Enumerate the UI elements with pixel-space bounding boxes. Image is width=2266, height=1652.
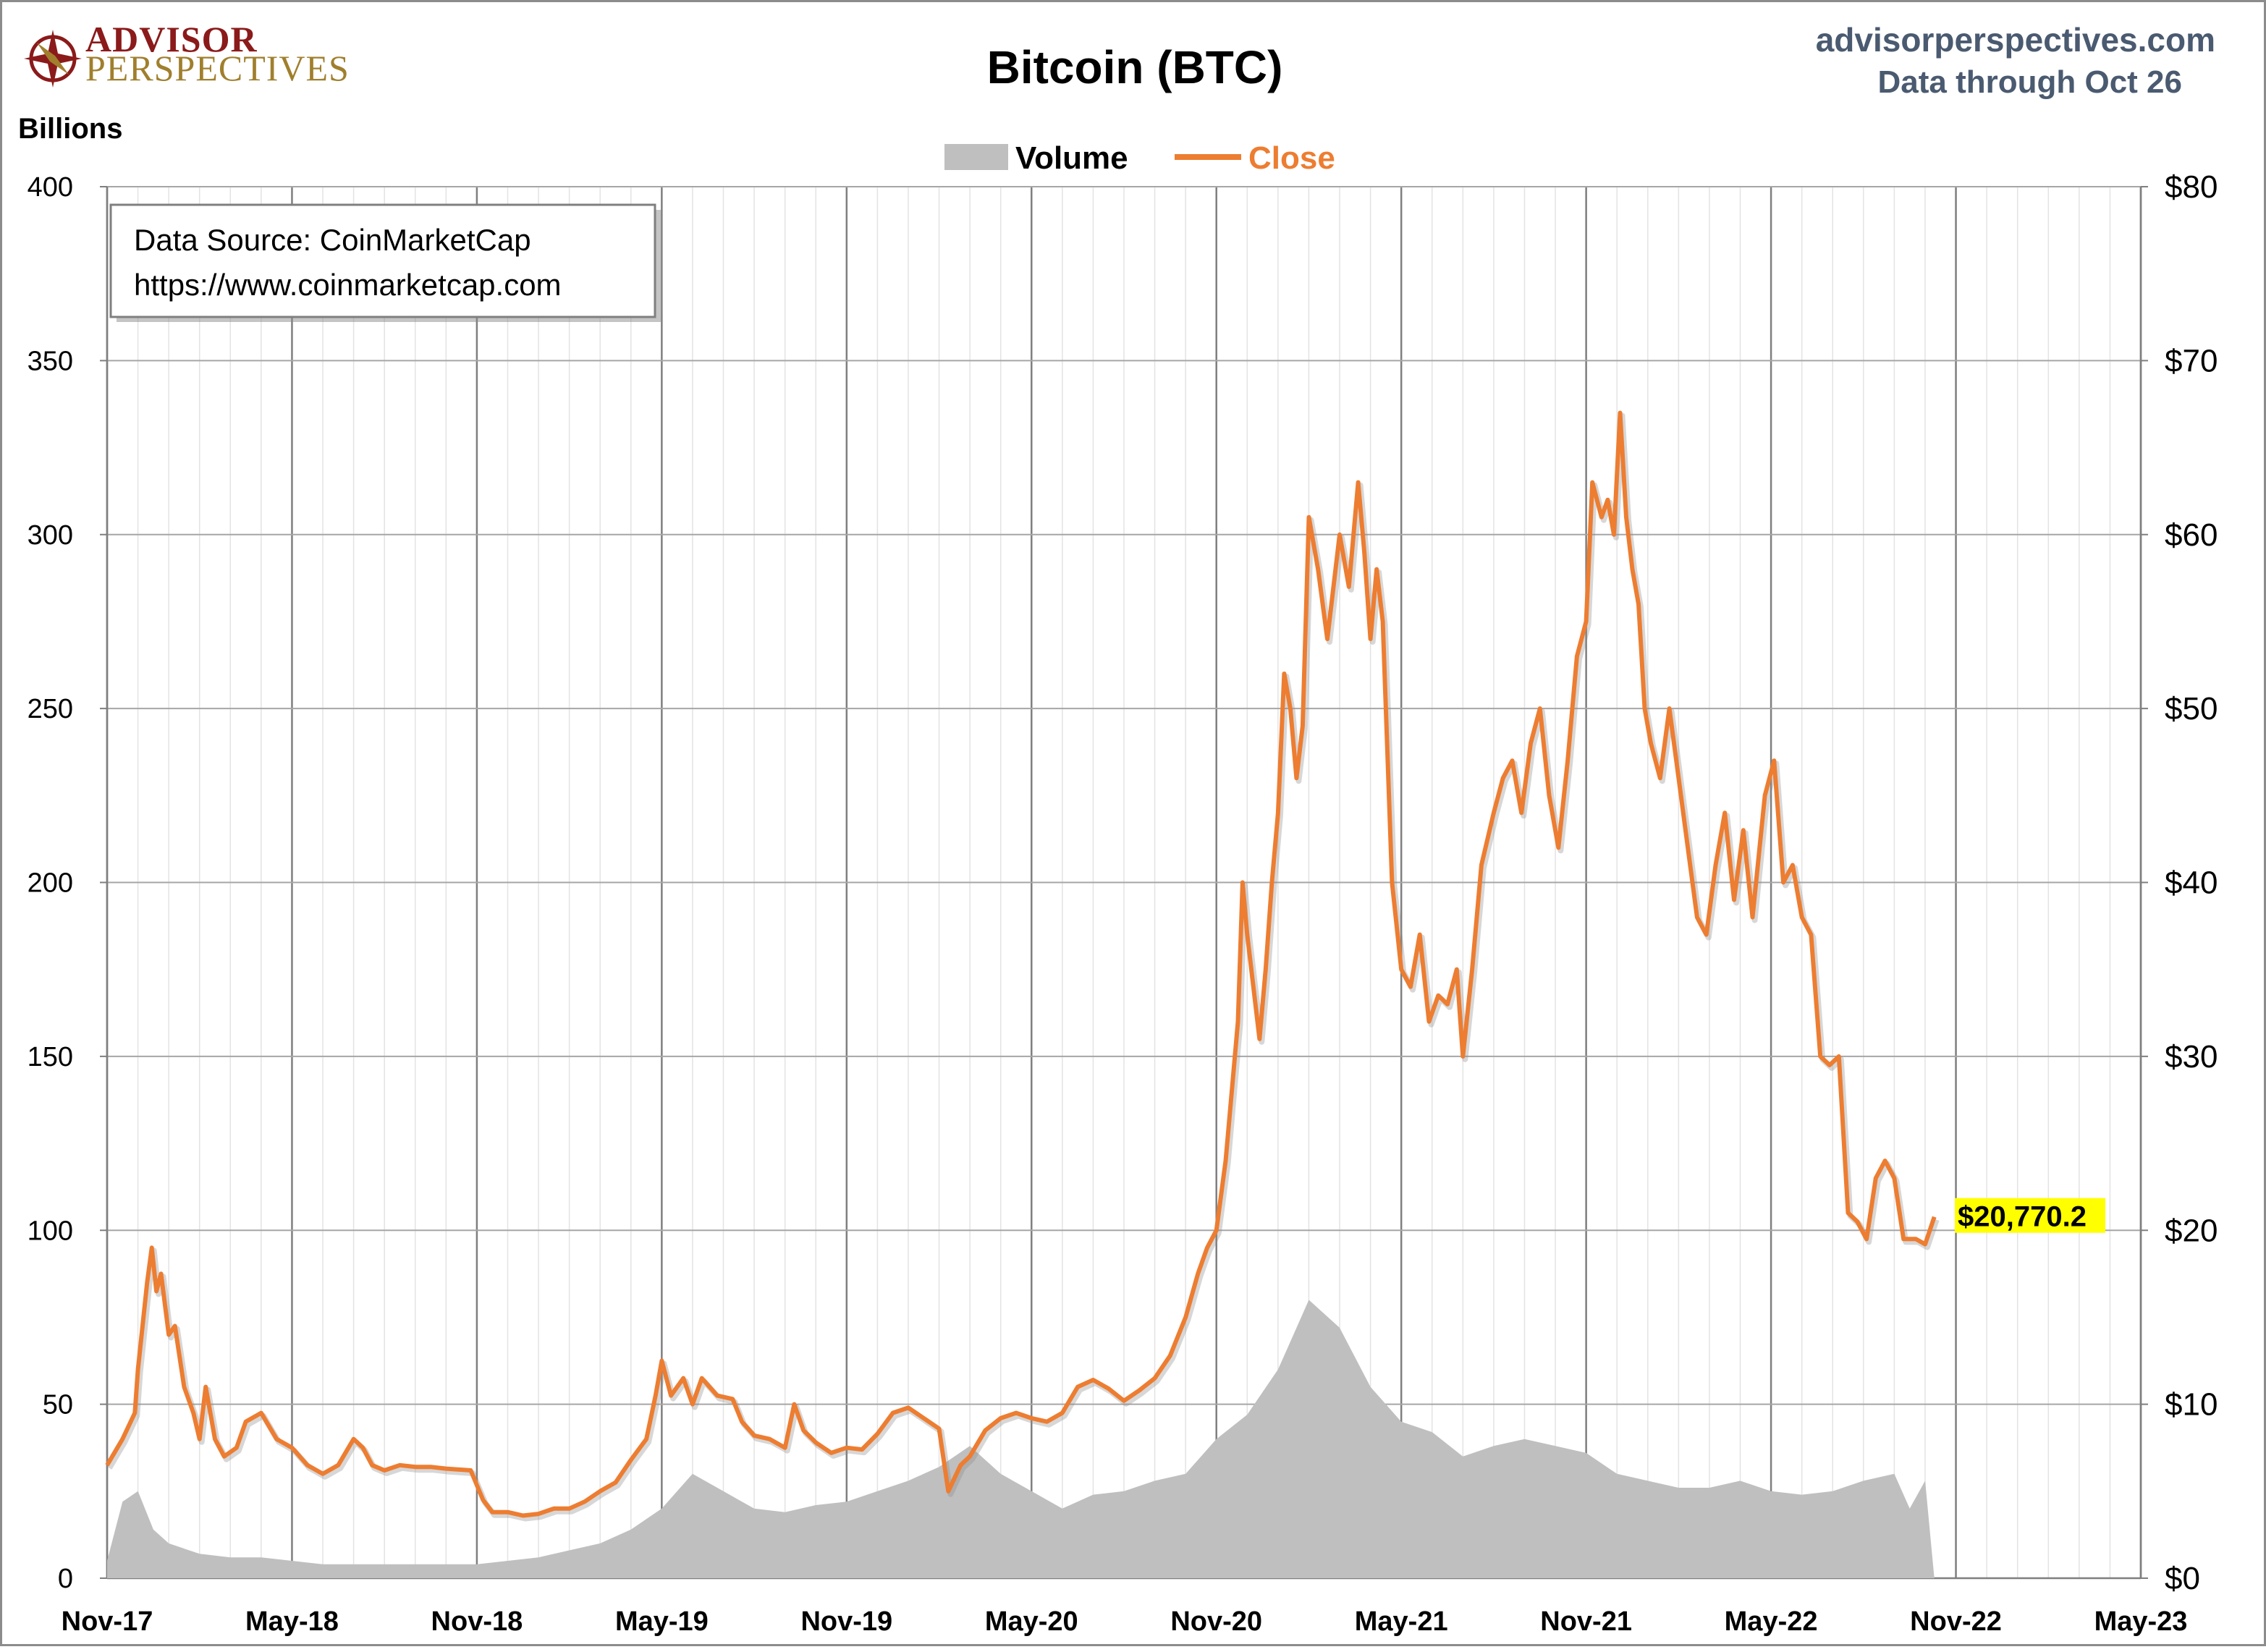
legend-volume-swatch xyxy=(944,144,1008,170)
logo-bottom-text: PERSPECTIVES xyxy=(85,48,350,88)
x-tick-label: May-20 xyxy=(985,1606,1078,1637)
close-line-shadow xyxy=(106,412,1940,1522)
legend-volume-label: Volume xyxy=(1015,140,1128,176)
left-y-tick-label: 300 xyxy=(28,520,73,551)
left-y-tick-label: 100 xyxy=(28,1216,73,1246)
x-tick-label: Nov-18 xyxy=(431,1606,523,1637)
volume-area xyxy=(107,1300,1935,1578)
source-line-1: Data Source: CoinMarketCap xyxy=(134,223,531,257)
right-y-tick-label: $0 xyxy=(2165,1561,2200,1596)
left-y-tick-label: 50 xyxy=(43,1390,73,1420)
source-line-2: https://www.coinmarketcap.com xyxy=(134,268,562,302)
right-y-tick-label: $50 xyxy=(2165,691,2218,727)
right-y-tick-label: $40 xyxy=(2165,865,2218,901)
left-y-tick-label: 150 xyxy=(28,1042,73,1072)
last-value-text: $20,770.2 xyxy=(1958,1201,2087,1233)
x-tick-label: Nov-17 xyxy=(62,1606,153,1637)
right-y-tick-label: $20 xyxy=(2165,1213,2218,1248)
x-tick-label: Nov-21 xyxy=(1540,1606,1632,1637)
right-y-tick-label: $70 xyxy=(2165,343,2218,378)
left-y-tick-label: 200 xyxy=(28,868,73,899)
legend: Volume Close xyxy=(944,140,1335,176)
close-line xyxy=(105,410,1937,1518)
chart-title: Bitcoin (BTC) xyxy=(987,41,1283,93)
x-tick-label: Nov-22 xyxy=(1910,1606,2002,1637)
site-label: advisorperspectives.com xyxy=(1816,21,2215,59)
legend-close-label: Close xyxy=(1248,140,1335,176)
left-axis-unit: Billions xyxy=(18,113,122,145)
left-y-axis: 0 50 100 150 200 250 300 350 400 xyxy=(28,172,73,1594)
logo-top-text: ADVISOR xyxy=(85,19,258,59)
x-tick-label: Nov-20 xyxy=(1170,1606,1262,1637)
x-tick-label: May-18 xyxy=(245,1606,339,1637)
x-tick-label: May-21 xyxy=(1355,1606,1448,1637)
last-value-highlight xyxy=(1955,1198,2105,1233)
right-y-tick-label: $30 xyxy=(2165,1039,2218,1075)
x-tick-label: May-22 xyxy=(1725,1606,1818,1637)
data-through-label: Data through Oct 26 xyxy=(1878,64,2183,100)
left-y-tick-label: 0 xyxy=(58,1564,73,1594)
x-tick-label: Nov-19 xyxy=(800,1606,892,1637)
right-y-tick-label: $60 xyxy=(2165,517,2218,553)
x-axis: Nov-17 May-18 Nov-18 May-19 Nov-19 May-20 Nov-… xyxy=(62,1606,2188,1637)
right-y-axis: $0 $10 $20 $30 $40 $50 $60 $70 $80 xyxy=(2165,169,2218,1596)
left-y-tick-label: 250 xyxy=(28,694,73,724)
right-y-tick-label: $80 xyxy=(2165,169,2218,205)
plot-series xyxy=(105,410,1940,1578)
advisor-perspectives-logo: ADVISOR PERSPECTIVES xyxy=(24,19,350,88)
source-box-background xyxy=(109,203,656,318)
grid xyxy=(100,186,2148,1580)
x-tick-label: May-19 xyxy=(615,1606,709,1637)
left-y-tick-label: 350 xyxy=(28,346,73,376)
data-source-box: Data Source: CoinMarketCap https://www.c… xyxy=(109,203,661,322)
left-y-tick-label: 400 xyxy=(28,172,73,203)
last-value-label: $20,770.2 xyxy=(1955,1198,2105,1233)
right-y-tick-label: $10 xyxy=(2165,1387,2218,1423)
x-tick-label: May-23 xyxy=(2094,1606,2188,1637)
compass-icon xyxy=(24,30,82,88)
